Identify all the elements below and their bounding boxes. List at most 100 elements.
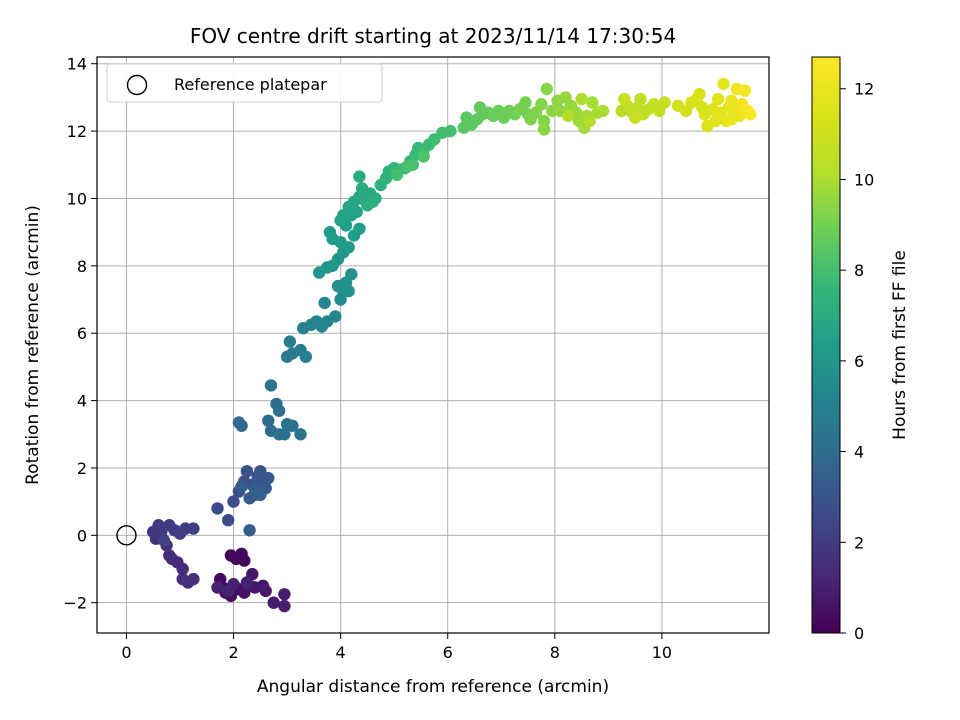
data-point [717,77,730,91]
x-tick-label: 6 [443,643,453,662]
data-point [238,554,251,567]
legend-entry-reference: Reference platepar [174,75,327,94]
data-point [321,261,334,274]
colorbar-tick-label: 10 [854,170,874,189]
legend-marker [126,74,148,96]
data-point [634,92,647,106]
y-axis-ticks: −2 0 2 4 6 8 10 12 14 [63,55,97,613]
colorbar-tick-label: 6 [854,352,864,371]
colorbar-tick-label: 8 [854,261,864,280]
data-point [618,92,631,106]
y-tick-label: 6 [77,324,87,343]
data-point [738,84,752,97]
data-point [725,94,738,108]
plot-frame [96,56,770,634]
data-point [537,123,551,136]
data-point [417,150,430,163]
data-point [583,114,596,128]
data-point [243,524,256,537]
data-point [278,428,291,441]
data-point [240,465,254,478]
y-tick-label: 14 [67,55,87,74]
data-point [272,404,286,417]
reference-marker-layer [116,525,137,546]
data-point [264,379,278,392]
data-point [235,480,248,493]
colorbar-tick-label: 0 [854,624,864,643]
x-axis-ticks: 0 2 4 6 8 10 [121,633,672,662]
data-point [262,471,275,485]
data-point [744,108,757,121]
data-point [251,470,264,483]
data-point [709,114,722,128]
colorbar-label: Hours from first FF file [890,250,910,440]
legend-box [106,63,383,103]
x-tick-label: 2 [228,643,238,662]
legend: Reference platepar [106,63,383,103]
chart-title: FOV centre drift starting at 2023/11/14 … [190,24,676,48]
data-point [254,488,267,502]
data-point [366,195,379,208]
data-point [222,584,235,598]
data-point [575,92,588,106]
data-point [519,96,532,109]
colorbar: 0 2 4 6 8 10 12 Hours from first FF file [811,56,910,643]
data-point [187,572,200,586]
data-point [299,350,312,363]
data-point [176,562,189,576]
data-point [235,419,248,432]
y-tick-label: 4 [77,392,87,411]
data-point [353,222,366,235]
data-point [211,502,224,515]
data-points [147,77,757,613]
y-tick-label: 0 [77,526,87,545]
data-point [240,576,254,589]
data-point [540,82,553,96]
data-point [187,522,200,535]
data-point [444,124,457,138]
data-point [329,310,342,323]
y-tick-label: 10 [67,189,87,208]
data-point [318,296,331,310]
data-point [278,599,291,613]
x-tick-label: 10 [652,643,672,662]
data-point [345,268,358,281]
data-point [222,514,235,527]
data-point [157,534,171,547]
data-point [283,335,296,348]
grid [97,57,769,633]
colorbar-ticks: 0 2 4 6 8 10 12 [840,80,874,643]
data-point [406,158,420,171]
y-tick-label: −2 [63,594,87,613]
colorbar-gradient [811,56,841,634]
data-point [658,96,671,109]
data-point [693,87,706,101]
x-tick-label: 4 [336,643,346,662]
data-point [262,414,275,427]
data-point [342,284,355,298]
data-point [562,109,575,123]
data-point [227,495,240,508]
colorbar-tick-label: 2 [854,533,864,552]
data-point [286,419,299,432]
x-axis-label: Angular distance from reference (arcmin) [257,677,609,697]
data-point [596,104,610,118]
data-point [152,519,165,532]
data-point [323,226,337,239]
data-point [535,98,548,111]
reference-point-marker [116,525,137,546]
data-point [294,428,307,441]
data-point [353,170,366,183]
colorbar-tick-label: 12 [854,80,874,99]
x-tick-label: 0 [121,643,131,662]
data-point [355,182,369,195]
data-point [711,92,725,106]
data-point [628,111,642,124]
y-tick-label: 2 [77,459,87,478]
data-point [725,113,738,126]
y-tick-label: 8 [77,257,87,276]
data-point [267,596,280,609]
data-point [586,96,599,109]
